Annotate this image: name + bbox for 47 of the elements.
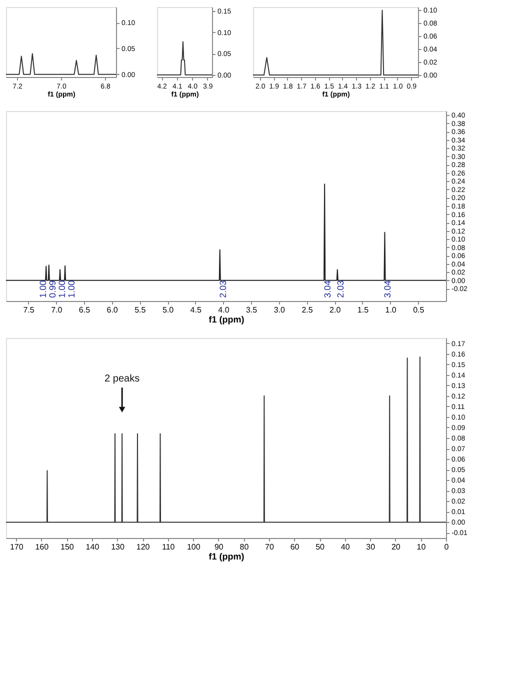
x-tick-label: 3.0	[274, 306, 286, 314]
x-tick-label: 40	[340, 542, 350, 552]
x-tick-label: 6.5	[78, 306, 91, 314]
annotation: 0.99	[47, 280, 58, 298]
x-tick-label: 110	[162, 542, 176, 552]
x-tick-label: 150	[60, 542, 74, 552]
x-tick-label: 0.5	[413, 306, 425, 314]
x-tick-label: 70	[265, 542, 274, 552]
x-tick-label: 170	[10, 542, 24, 552]
x-tick-label: 6.0	[106, 306, 118, 314]
annotation: 2 peaks	[104, 374, 140, 385]
line-series	[6, 356, 446, 523]
x-tick-label: 30	[366, 542, 376, 552]
x-tick-label: 10	[416, 542, 426, 552]
x-tick-label: 160	[35, 542, 50, 552]
x-tick-label: 1.5	[357, 306, 370, 314]
x-tick-label: 80	[240, 542, 250, 552]
annotation: 3.04	[382, 280, 393, 298]
x-tick-label: 7.5	[23, 306, 35, 314]
x-tick-label: 130	[111, 542, 125, 552]
x-tick-label: 3.5	[246, 306, 258, 314]
x-tick-label: 140	[86, 542, 100, 552]
annotation: 2.03	[335, 280, 346, 298]
annotation: 1.00	[38, 280, 48, 298]
annotation: 3.04	[322, 280, 333, 298]
x-tick-label: 4.0	[218, 306, 230, 314]
x-tick-label: 2.5	[302, 306, 314, 314]
x-tick-label: 5.5	[134, 306, 146, 314]
x-tick-label: 7.0	[51, 306, 63, 314]
annotation: 1.00	[56, 280, 67, 298]
x-tick-label: 20	[391, 542, 401, 552]
x-axis-title: f1 (ppm)	[208, 314, 244, 324]
x-tick-label: 5.0	[162, 306, 174, 314]
annotation: 1.00	[66, 280, 76, 298]
x-tick-label: 1.0	[385, 306, 397, 314]
x-tick-label: 120	[136, 542, 150, 552]
x-tick-label: 90	[214, 542, 224, 552]
x-tick-label: 50	[316, 542, 326, 552]
x-tick-label: 4.5	[190, 306, 202, 314]
line-series	[6, 184, 446, 281]
x-axis-title: f1 (ppm)	[208, 552, 244, 562]
x-tick-label: 100	[186, 542, 201, 552]
x-tick-label: 2.0	[330, 306, 342, 314]
annotation: 2.03	[218, 280, 228, 298]
line-series	[6, 53, 116, 75]
x-tick-label: 0	[444, 542, 450, 552]
x-tick-label: 60	[290, 542, 300, 552]
